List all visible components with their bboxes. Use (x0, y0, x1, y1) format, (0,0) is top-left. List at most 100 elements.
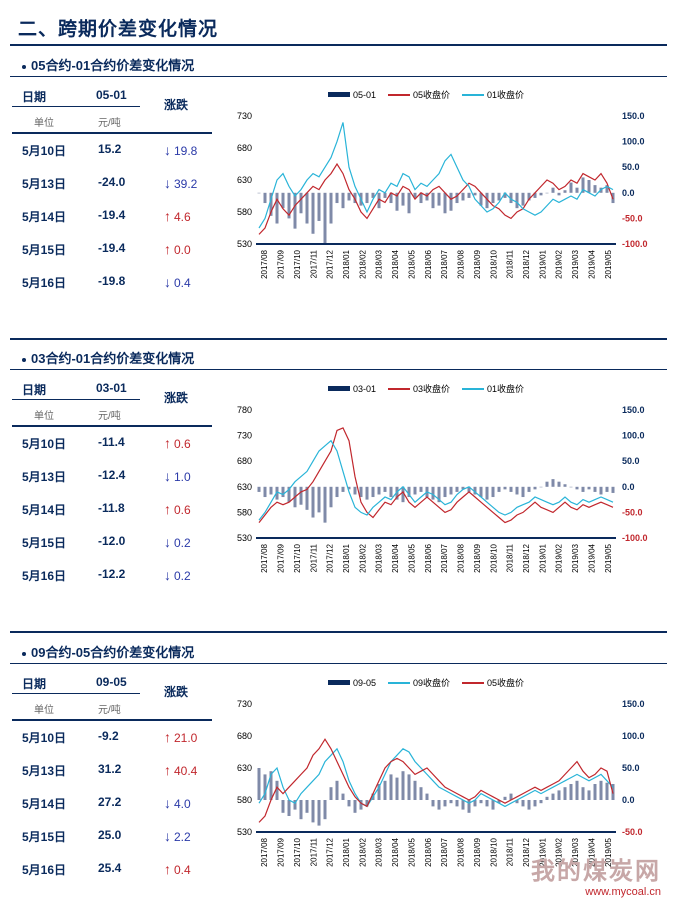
y-right-tick-label: -100.0 (622, 239, 648, 249)
legend-label: 09-05 (353, 677, 377, 688)
spread-bar (383, 192, 387, 198)
spread-bar (335, 192, 339, 204)
unit-label: 单位 (34, 705, 54, 716)
chart-legend: 05-01 05收盘价 01收盘价 (328, 88, 530, 101)
header-bottom-divider (12, 719, 212, 721)
spread-bar (293, 192, 297, 229)
x-tick-label: 2018/03 (375, 249, 384, 278)
x-tick-label: 2017/08 (260, 837, 269, 866)
arrow-down-icon: ↓ (164, 828, 171, 844)
x-tick-label: 2018/06 (424, 543, 433, 572)
row-spread-value: -9.2 (98, 729, 119, 743)
arrow-down-icon: ↓ (164, 468, 171, 484)
x-tick-label: 2018/12 (522, 543, 531, 572)
arrow-down-icon: ↓ (164, 175, 171, 191)
table-row: 5月13日 -12.4 ↓ 1.0 (12, 460, 212, 493)
spread-bar (269, 486, 273, 495)
y-left-tick-label: 730 (237, 431, 252, 441)
spread-bar (503, 192, 507, 198)
spread-bar (347, 486, 351, 490)
row-change-value: 2.2 (174, 830, 191, 844)
col-date-header: 日期 (22, 90, 47, 104)
row-change: ↓ 1.0 (164, 468, 191, 484)
header-divider (12, 399, 140, 400)
spread-bar (449, 800, 453, 804)
row-date: 5月15日 (22, 536, 67, 550)
unit-value: 元/吨 (98, 705, 121, 716)
y-left-tick-label: 680 (237, 456, 252, 466)
spread-table-1: 日期 05-01 涨跌 单位 元/吨 5月10日 15.2 ↓ 19.8 5月13日 -24.0 ↓ 3… (12, 82, 212, 299)
spread-bar (521, 486, 525, 498)
table-header: 日期 05-01 涨跌 单位 元/吨 (12, 82, 212, 134)
row-change: ↑ 0.6 (164, 435, 191, 451)
spread-bar (461, 192, 465, 201)
spread-bar (263, 774, 267, 800)
row-spread-value: -12.4 (98, 468, 126, 482)
table-row: 5月16日 -12.2 ↓ 0.2 (12, 559, 212, 592)
row-change-value: 0.0 (174, 243, 191, 257)
row-change: ↑ 40.4 (164, 762, 197, 778)
price-line-b (258, 439, 614, 521)
spread-bar (341, 486, 345, 492)
spread-bar (527, 800, 531, 810)
page-title: 二、跨期价差变化情况 (18, 19, 219, 40)
unit-value: 元/吨 (98, 118, 121, 129)
y-right-tick-label: 50.0 (622, 763, 640, 773)
legend-swatch (462, 681, 485, 684)
spread-bar (431, 800, 435, 807)
spread-bar (407, 774, 411, 800)
spread-bar (569, 182, 573, 193)
legend-swatch (328, 386, 350, 391)
spread-bar (341, 192, 345, 209)
table-row: 5月10日 -9.2 ↑ 21.0 (12, 721, 212, 754)
y-left-tick-label: 630 (237, 482, 252, 492)
x-tick-label: 2019/05 (604, 837, 613, 866)
spread-bar (455, 800, 459, 807)
spread-bar (371, 486, 375, 498)
row-date: 5月10日 (22, 144, 67, 158)
spread-bar (293, 800, 297, 810)
legend-item: 01收盘价 (462, 88, 524, 101)
spread-bar (305, 486, 309, 510)
spread-bar (545, 192, 549, 194)
spread-bar (365, 800, 369, 807)
spread-bar (275, 192, 279, 224)
x-tick-label: 2018/11 (506, 543, 515, 572)
legend-item: 05收盘价 (462, 676, 524, 689)
spread-bar (425, 793, 429, 800)
spread-bar (413, 192, 417, 198)
row-date: 5月14日 (22, 210, 67, 224)
x-tick-label: 2018/11 (506, 837, 515, 866)
spread-bar (581, 177, 585, 193)
x-tick-label: 2019/04 (588, 837, 597, 866)
spread-bar (557, 790, 561, 800)
col-change-header: 涨跌 (164, 98, 189, 112)
spread-bar (377, 192, 381, 209)
spread-bar (509, 486, 513, 492)
spread-bar (545, 796, 549, 800)
row-date: 5月16日 (22, 276, 67, 290)
arrow-down-icon: ↓ (164, 534, 171, 550)
x-tick-label: 2017/11 (309, 249, 318, 278)
spread-bar (491, 486, 495, 498)
spread-bar (365, 486, 369, 500)
section-divider-2 (10, 369, 667, 370)
x-tick-label: 2018/12 (522, 837, 531, 866)
price-line-a (258, 427, 614, 524)
y-left-tick-label: 580 (237, 507, 252, 517)
spread-bar (323, 486, 327, 523)
spread-bar (287, 800, 291, 816)
legend-label: 05收盘价 (413, 90, 451, 100)
spread-bar (575, 486, 579, 490)
spread-bar (467, 800, 471, 813)
x-tick-label: 2019/01 (538, 837, 547, 866)
col-spread-header: 09-05 (96, 675, 127, 689)
row-change: ↑ 21.0 (164, 729, 197, 745)
x-tick-label: 2018/07 (440, 543, 449, 572)
row-date: 5月13日 (22, 470, 67, 484)
spread-bar (587, 790, 591, 800)
spread-bar (401, 771, 405, 800)
table-row: 5月14日 27.2 ↓ 4.0 (12, 787, 212, 820)
row-change-value: 19.8 (174, 144, 198, 158)
col-change-header: 涨跌 (164, 685, 189, 699)
